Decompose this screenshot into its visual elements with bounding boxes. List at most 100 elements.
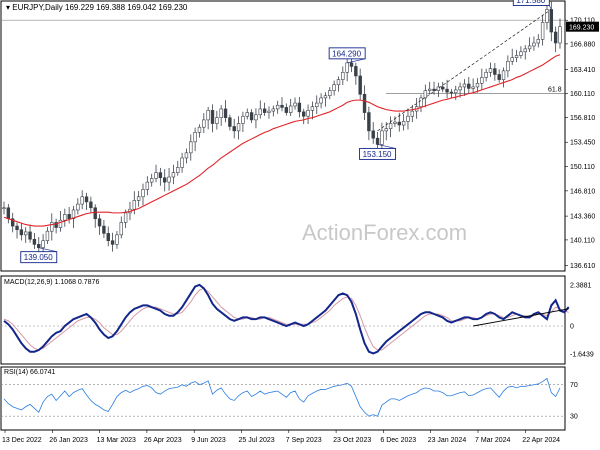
candle-body [467,83,471,89]
candle-body [519,51,523,56]
candle-body [419,97,423,108]
candle-body [54,222,58,228]
candle-body [149,178,154,183]
candle-body [445,88,449,93]
price-annotation-box [20,251,58,264]
candle-body [154,172,158,179]
candle-body [549,9,554,33]
candle-body [210,110,215,124]
candle-body [393,121,397,124]
candle-body [197,126,202,133]
candle-body [215,117,219,124]
candle-body [102,225,106,234]
last-price-label: 169.230 [569,24,594,31]
candle-body [110,240,115,245]
candle-body [45,230,50,242]
candle-body [171,172,176,178]
candle-body [136,196,141,201]
candle-body [332,84,336,91]
macd-panel-frame [0,275,566,365]
candle-body [388,123,393,129]
x-tick-label: 6 Dec 2023 [380,437,416,444]
candle-body [271,108,276,112]
candle-body [510,57,514,62]
x-tick-label: 13 Mar 2023 [97,437,136,444]
candle-body [258,108,262,116]
candle-body [219,108,223,118]
candle-body [540,22,545,40]
price-annotation-label: 171.580 [516,0,545,5]
candle-body [480,77,484,84]
candle-body [367,112,371,132]
candle-body [401,121,406,126]
candle-body [484,71,488,78]
candle-body [501,70,506,80]
candle-body [306,110,310,117]
candle-body [406,115,410,122]
x-tick-label: 13 Dec 2022 [2,437,42,444]
candle-body [119,222,123,236]
candle-body [297,102,302,113]
rsi-y-tick-label: 70 [570,382,578,389]
candle-body [275,104,280,110]
candle-body [41,240,45,248]
candle-body [553,31,558,44]
candle-body [384,128,388,132]
candle-body [32,238,37,245]
candle-body [319,97,323,104]
candle-body [558,26,562,44]
candle-body [236,123,241,132]
candle-body [97,218,102,227]
candle-body [488,68,493,73]
candle-body [193,132,197,143]
candle-body [471,86,475,89]
candle-body [141,189,145,198]
candle-body [349,62,354,67]
macd-layer [1,283,570,355]
candle-body [280,104,284,108]
price-annotation-box [512,0,550,6]
candle-body [80,196,84,205]
x-tick-label: 23 Oct 2023 [333,437,371,444]
candle-body [232,126,236,132]
rsi-line [3,377,561,417]
rsi-y-tick-label: 30 [570,414,578,421]
candle-body [432,88,436,91]
price-y-tick-label: 136.610 [570,263,595,270]
candle-body [310,106,315,111]
candle-body [167,176,171,183]
candle-body [202,119,206,128]
candle-body [354,66,358,77]
price-y-tick-label: 160.110 [570,91,595,98]
candle-body [323,95,328,99]
candle-body [93,207,97,220]
price-y-tick-label: 150.110 [570,164,595,171]
candle-body [10,218,15,227]
macd-y-tick-label: 2.3881 [570,283,592,290]
candle-body [302,111,306,117]
candle-body [163,177,167,183]
candle-body [527,45,532,50]
candle-body [375,137,380,145]
price-annotation-connector [549,5,552,10]
candle-body [2,207,6,210]
candle-body [449,91,454,94]
candle-body [24,231,28,236]
price-annotation-box [328,47,366,60]
candle-body [254,114,258,121]
price-y-tick-label: 170.110 [570,18,595,25]
trend-channel-dashed-line [377,9,552,132]
rsi-label: RSI(14) 66.0741 [4,369,56,376]
last-price-box [566,21,599,32]
x-tick-label: 22 Apr 2024 [522,437,560,444]
candle-body [523,48,527,53]
candle-body [28,231,32,240]
candle-body [362,93,367,113]
candle-body [380,130,384,145]
candle-body [397,121,401,126]
candle-body [63,214,67,221]
candle-body [180,157,184,168]
candle-body [493,68,497,75]
candle-body [184,152,189,159]
candle-body [536,39,540,44]
